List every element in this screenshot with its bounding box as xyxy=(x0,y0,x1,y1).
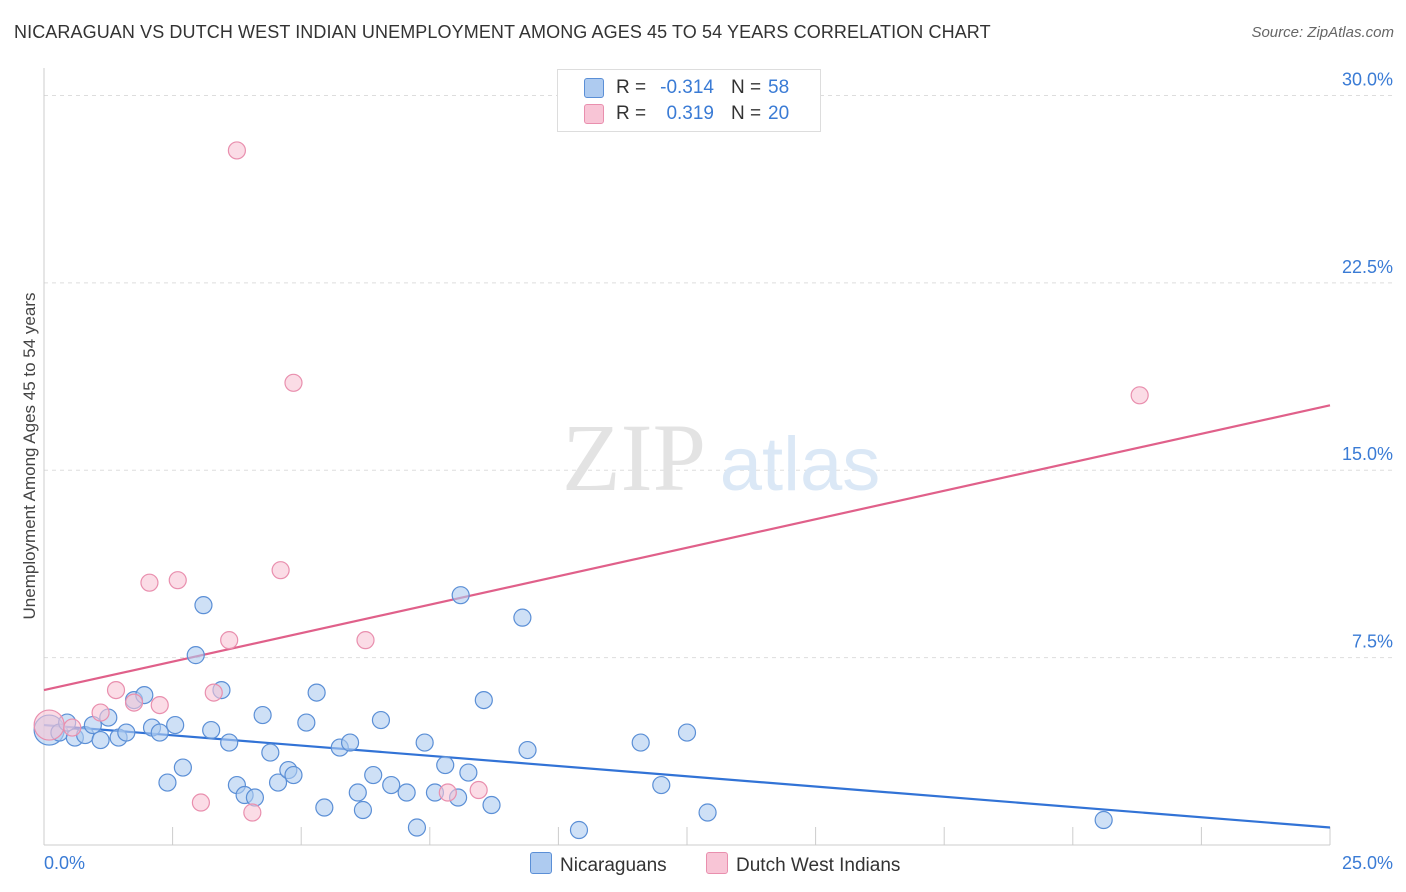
nicaraguan-point xyxy=(569,820,589,840)
nicaraguan-point xyxy=(284,765,303,785)
dutch-west-indian-trend-line xyxy=(43,404,1331,692)
nicaraguan-point xyxy=(340,733,360,752)
legend-row-nicaraguans: R = -0.314 N = 58 xyxy=(558,75,820,101)
nicaraguan-point xyxy=(698,803,717,822)
dutch-west-indian-point xyxy=(356,631,375,650)
dutch-west-indian-point xyxy=(1130,386,1149,405)
dutch-west-indian-point xyxy=(271,561,290,580)
y-tick-label: 30.0% xyxy=(1342,69,1393,89)
dutch-west-indian-point xyxy=(220,631,239,650)
tick-labels: 7.5% 15.0% 22.5% 30.0% 0.0% 25.0% xyxy=(44,69,1393,873)
nicaraguan-point xyxy=(245,788,265,807)
grid-lines xyxy=(44,94,1395,659)
dutch-west-indian-point xyxy=(227,141,246,160)
bottom-legend-swatch-pink xyxy=(706,852,728,874)
x-tick-label: 25.0% xyxy=(1342,853,1393,873)
x-tick-label: 0.0% xyxy=(44,853,85,873)
nicaraguan-point xyxy=(1094,810,1113,830)
nicaraguan-point xyxy=(253,705,272,725)
nicaraguan-point xyxy=(220,733,239,752)
source-label: Source: ZipAtlas.com xyxy=(1251,24,1394,41)
nicaraguan-point xyxy=(407,818,427,837)
legend-n-label: N = xyxy=(731,103,762,124)
chart-title: NICARAGUAN VS DUTCH WEST INDIAN UNEMPLOY… xyxy=(14,22,991,42)
bottom-legend-nicaraguans: Nicaraguans xyxy=(530,852,667,877)
nicaraguan-point xyxy=(202,720,221,740)
dutch-west-indian-point xyxy=(191,793,210,812)
nicaraguan-point xyxy=(150,723,169,742)
nicaraguan-point xyxy=(186,646,205,665)
data-points xyxy=(33,141,1149,840)
legend-row-dutch-west-indians: R = 0.319 N = 20 xyxy=(558,101,820,127)
nicaraguan-point xyxy=(397,783,416,802)
nicaraguan-point xyxy=(364,765,383,785)
y-axis-label: Unemployment Among Ages 45 to 54 years xyxy=(20,292,39,620)
nicaraguan-point xyxy=(166,715,185,735)
nicaraguan-point xyxy=(158,773,177,792)
nicaraguan-point xyxy=(631,733,650,752)
nicaraguan-point xyxy=(268,773,288,792)
nicaraguan-point xyxy=(382,775,401,795)
legend-r-value: -0.314 xyxy=(660,77,714,98)
legend-r-value: 0.319 xyxy=(666,103,714,124)
dutch-west-indian-point xyxy=(469,780,488,800)
dutch-west-indian-point xyxy=(150,695,169,715)
bottom-legend-label: Dutch West Indians xyxy=(736,855,901,876)
nicaraguan-point xyxy=(315,798,334,817)
bottom-legend-dutch-west-indians: Dutch West Indians xyxy=(706,852,900,877)
legend-r-label: R = xyxy=(616,77,647,98)
dutch-west-indian-point xyxy=(168,571,187,590)
bottom-legend-swatch-blue xyxy=(530,852,552,874)
dutch-west-indian-point xyxy=(63,718,82,737)
nicaraguan-point xyxy=(652,775,671,795)
nicaraguan-trend-line xyxy=(43,723,1331,829)
nicaraguan-point xyxy=(371,710,391,730)
nicaraguan-point xyxy=(677,723,697,742)
nicaraguan-point xyxy=(194,596,213,615)
dutch-west-indian-point xyxy=(204,683,223,702)
nicaraguan-point xyxy=(307,683,326,702)
nicaraguan-point xyxy=(415,733,434,752)
nicaraguan-point xyxy=(297,713,316,732)
nicaraguan-point xyxy=(518,740,537,760)
dutch-west-indian-point xyxy=(91,703,110,722)
dutch-west-indian-point xyxy=(33,709,65,741)
y-tick-label: 22.5% xyxy=(1342,257,1393,277)
nicaraguan-point xyxy=(482,795,501,815)
nicaraguan-point xyxy=(348,783,367,802)
dutch-west-indian-point xyxy=(124,693,144,712)
dutch-west-indian-point xyxy=(106,681,126,700)
nicaraguan-point xyxy=(459,763,478,782)
watermark-atlas: atlas xyxy=(720,422,881,507)
watermark-zip: ZIP xyxy=(562,404,706,511)
nicaraguan-point xyxy=(451,586,470,605)
nicaraguan-point xyxy=(353,800,373,820)
legend-swatch-pink xyxy=(584,104,604,124)
dutch-west-indian-point xyxy=(284,373,303,392)
bottom-legend-label: Nicaraguans xyxy=(560,855,667,876)
y-tick-label: 15.0% xyxy=(1342,444,1393,464)
nicaraguan-point xyxy=(117,723,136,742)
correlation-legend: R = -0.314 N = 58 R = 0.319 N = 20 xyxy=(557,69,821,132)
legend-n-label: N = xyxy=(731,77,762,98)
legend-n-value: 58 xyxy=(768,77,790,98)
trend-lines xyxy=(43,404,1331,829)
watermark: ZIP atlas xyxy=(562,404,880,511)
legend-r-label: R = xyxy=(616,103,647,124)
y-tick-label: 7.5% xyxy=(1352,632,1393,652)
legend-n-value: 20 xyxy=(768,103,790,124)
legend-swatch-blue xyxy=(584,78,604,98)
nicaraguan-point xyxy=(173,758,192,777)
dutch-west-indian-point xyxy=(243,803,262,822)
nicaraguan-point xyxy=(436,755,455,775)
nicaraguan-point xyxy=(474,690,493,710)
dutch-west-indian-point xyxy=(140,573,159,592)
dutch-west-indian-point xyxy=(438,783,457,802)
nicaraguan-point xyxy=(513,608,532,627)
nicaraguan-point xyxy=(261,743,280,762)
nicaraguan-point xyxy=(91,730,110,750)
